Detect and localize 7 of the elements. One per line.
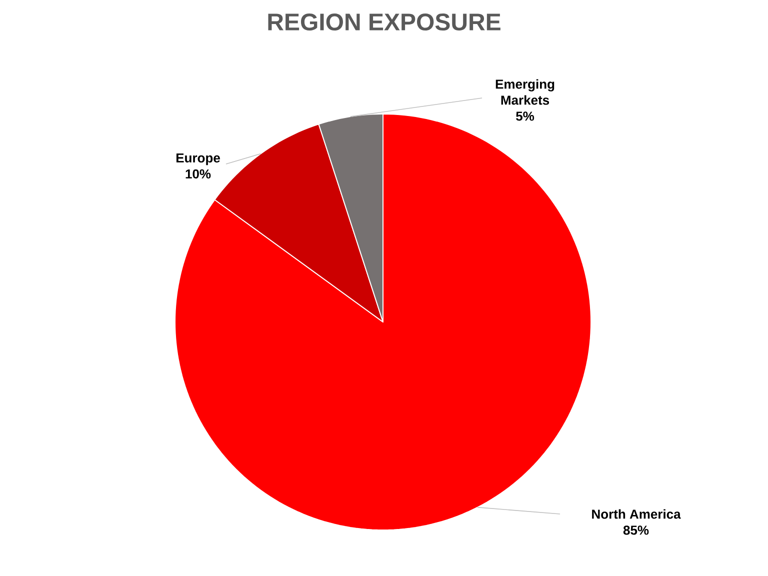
slice-label: Europe (176, 153, 220, 166)
data-label: 5% (516, 112, 534, 121)
slice-label: North America (592, 509, 681, 519)
chart-title: REGION EXPOSURE (268, 14, 500, 30)
data-label: 85% (623, 526, 649, 535)
data-label: 10% (186, 169, 211, 179)
slice-label: Emerging Markets (496, 79, 554, 105)
